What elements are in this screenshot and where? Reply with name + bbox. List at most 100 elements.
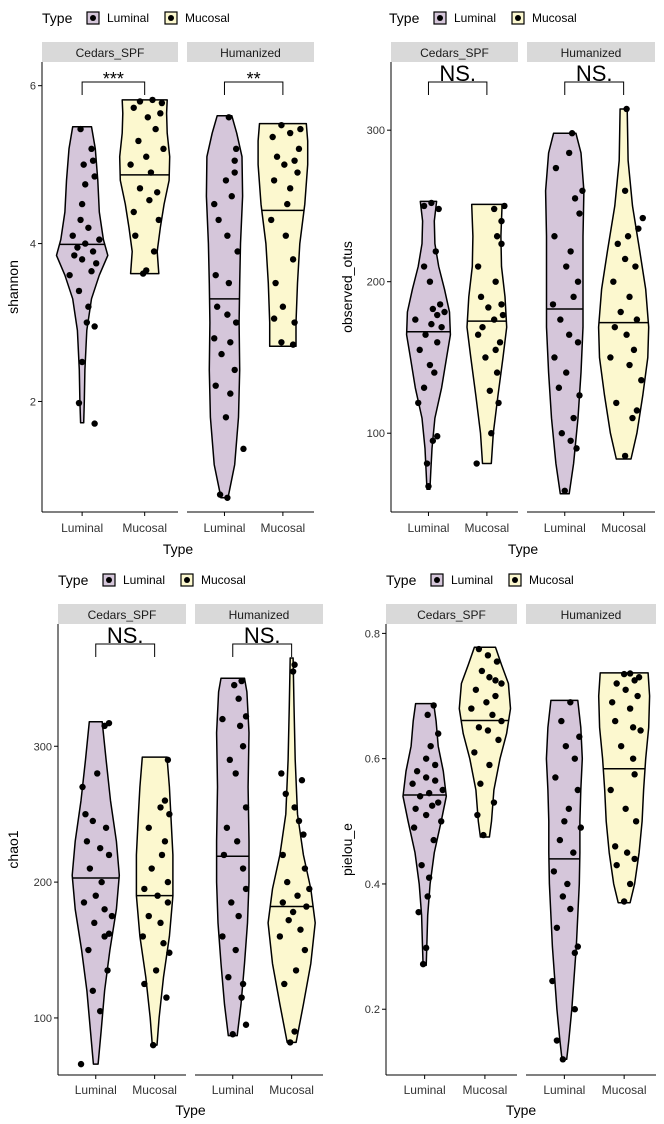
data-point <box>158 99 166 107</box>
x-axis-title: Type <box>163 541 194 557</box>
significance-bracket <box>564 81 625 95</box>
significance-label: NS. <box>107 623 144 648</box>
data-point <box>474 263 482 270</box>
data-point <box>231 169 238 176</box>
facet-strip-label: Humanized <box>561 608 622 622</box>
data-point <box>286 1039 294 1046</box>
data-point <box>490 316 498 323</box>
data-point <box>495 736 502 744</box>
data-point <box>632 263 639 270</box>
legend-label-luminal: Luminal <box>107 11 149 25</box>
data-point <box>563 263 570 270</box>
significance-label: *** <box>103 69 124 89</box>
data-point <box>422 944 430 952</box>
data-point <box>71 252 78 259</box>
data-point <box>242 713 250 720</box>
data-point <box>551 354 558 361</box>
legend: Type Luminal Mucosal <box>42 10 230 26</box>
data-point <box>617 742 625 750</box>
legend-key-dot <box>106 577 112 583</box>
data-point <box>286 129 294 137</box>
significance-bracket <box>81 81 146 95</box>
facet-strip <box>527 42 655 62</box>
data-point <box>279 899 287 906</box>
data-point <box>295 145 303 153</box>
data-point <box>78 200 86 208</box>
y-tick-label: 0.8 <box>365 628 380 640</box>
data-point <box>553 924 561 931</box>
legend-key-dot <box>434 577 440 583</box>
x-tick-label: Mucosal <box>269 1083 314 1097</box>
panel-cedars_spf: Cedars_SPF Luminal Mucosal *** <box>42 42 178 535</box>
facet-strip-label: Humanized <box>220 46 281 60</box>
legend: Type Luminal Mucosal <box>389 10 577 26</box>
data-point <box>473 460 480 467</box>
data-point <box>77 125 84 133</box>
data-point <box>485 304 492 311</box>
data-point <box>567 905 574 913</box>
data-point <box>416 346 423 354</box>
data-point <box>232 946 239 954</box>
data-point <box>438 818 445 825</box>
data-point <box>631 855 638 863</box>
data-point <box>483 699 490 706</box>
data-point <box>235 695 242 702</box>
data-point <box>475 645 483 653</box>
data-point <box>492 692 499 700</box>
data-point <box>432 248 439 255</box>
facet-strip-label: Humanized <box>561 46 622 60</box>
data-point <box>77 1060 85 1068</box>
legend-label-mucosal: Mucosal <box>532 11 577 25</box>
data-point <box>150 248 158 255</box>
facet-strip <box>42 42 178 62</box>
facet-strip-label: Cedars_SPF <box>420 46 489 60</box>
data-point <box>239 865 247 872</box>
data-point <box>292 967 300 974</box>
data-point <box>412 316 419 323</box>
data-point <box>638 376 645 384</box>
data-point <box>429 305 437 313</box>
data-point <box>486 674 493 681</box>
facet-strip-label: Cedars_SPF <box>88 608 157 622</box>
y-tick-label: 0.6 <box>365 754 380 766</box>
data-point <box>561 487 568 494</box>
data-point <box>570 414 577 422</box>
data-point <box>295 817 303 825</box>
data-point <box>92 260 100 267</box>
y-tick-label: 6 <box>30 81 36 93</box>
data-point <box>484 652 492 659</box>
legend-key-dot <box>512 577 518 583</box>
data-point <box>551 233 558 240</box>
legend-label-mucosal: Mucosal <box>185 11 230 25</box>
data-point <box>143 267 150 274</box>
data-point <box>496 339 504 346</box>
data-point <box>105 851 113 859</box>
data-point <box>86 865 94 872</box>
chart-2: Type Luminal Mucosal 100 200 300 chao1 Type Ceda… <box>5 572 323 1118</box>
y-axis-title: shannon <box>5 260 21 314</box>
data-point <box>474 331 482 338</box>
significance-bracket <box>95 643 156 657</box>
panel-cedars_spf: Cedars_SPF Luminal Mucosal NS. <box>58 604 186 1097</box>
data-point <box>567 437 574 444</box>
data-point <box>492 346 499 354</box>
data-point <box>623 331 630 338</box>
data-point <box>160 145 167 153</box>
data-point <box>232 770 239 777</box>
data-point <box>410 824 418 831</box>
y-tick-label: 100 <box>367 428 385 440</box>
data-point <box>611 323 619 331</box>
data-point <box>147 169 155 176</box>
data-point <box>573 445 580 452</box>
data-point <box>135 137 142 145</box>
data-point <box>563 369 570 376</box>
data-point <box>422 774 430 781</box>
data-point <box>152 125 159 133</box>
data-point <box>242 1021 250 1028</box>
data-point <box>635 225 642 232</box>
data-point <box>493 369 501 376</box>
legend-title: Type <box>389 10 420 26</box>
data-point <box>85 224 92 231</box>
data-point <box>622 805 629 812</box>
data-point <box>474 811 481 819</box>
